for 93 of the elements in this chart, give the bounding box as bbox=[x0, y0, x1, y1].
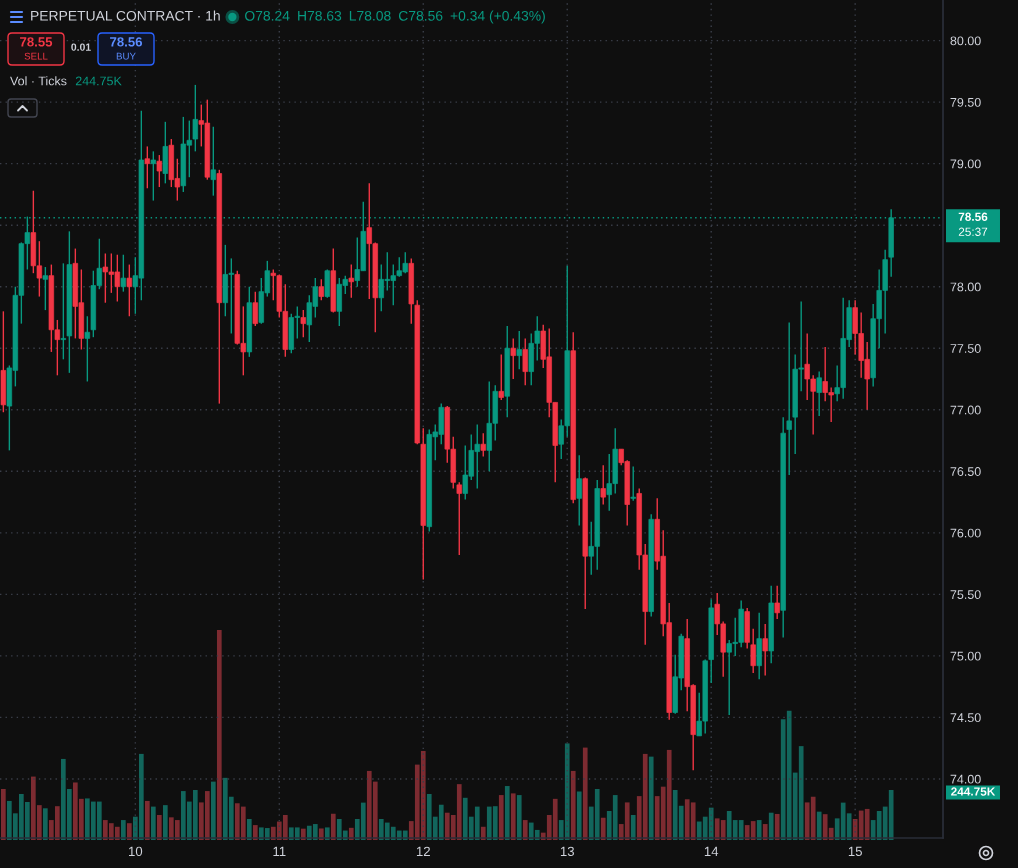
bar bbox=[510, 793, 516, 840]
bar bbox=[246, 819, 252, 840]
candlestick bbox=[630, 465, 636, 502]
candlestick bbox=[300, 309, 306, 338]
annotation: 78.56 bbox=[110, 37, 143, 47]
y-tick-label: 76.50 bbox=[950, 467, 981, 476]
candlestick bbox=[576, 454, 582, 527]
candlestick bbox=[126, 263, 133, 317]
candlestick bbox=[600, 464, 606, 506]
annotation: O78.24 bbox=[245, 10, 290, 21]
y-tick-label: 80.00 bbox=[950, 36, 981, 46]
candlestick bbox=[84, 315, 91, 383]
bar bbox=[630, 815, 636, 840]
candlestick bbox=[510, 337, 516, 380]
candlestick bbox=[522, 337, 528, 386]
bar bbox=[762, 824, 768, 840]
bar bbox=[576, 791, 582, 840]
bar bbox=[1, 788, 6, 840]
candlestick bbox=[252, 290, 258, 327]
bar bbox=[144, 800, 150, 840]
x-tick-label: 15 bbox=[848, 846, 862, 857]
bar bbox=[126, 823, 132, 840]
x-tick-label: 13 bbox=[560, 846, 574, 857]
y-tick-label: 75.00 bbox=[950, 651, 981, 661]
y-tick-label: 79.50 bbox=[950, 97, 981, 107]
bar bbox=[318, 828, 324, 840]
annotation: C78.56 bbox=[398, 10, 443, 21]
annotation: BUY bbox=[116, 52, 136, 60]
x-tick-label: 14 bbox=[704, 846, 719, 856]
bar bbox=[522, 820, 528, 840]
text: 25:37 bbox=[958, 227, 988, 236]
candlestick bbox=[762, 623, 768, 677]
bar bbox=[648, 756, 654, 840]
bar bbox=[252, 825, 258, 840]
candlestick bbox=[60, 262, 67, 361]
bar bbox=[150, 806, 156, 840]
candlestick bbox=[156, 154, 163, 188]
bar bbox=[582, 747, 588, 840]
bar bbox=[504, 786, 510, 840]
candlestick bbox=[786, 321, 792, 476]
candlestick bbox=[42, 266, 49, 311]
candlestick bbox=[318, 278, 324, 301]
bar bbox=[756, 820, 762, 840]
annotation: SELL bbox=[24, 52, 48, 60]
y-tick-label: 76.00 bbox=[950, 528, 981, 538]
bar bbox=[816, 811, 822, 840]
bar bbox=[600, 817, 606, 840]
annotation: 0.01 bbox=[71, 43, 91, 51]
candlestick bbox=[516, 330, 522, 370]
y-tick-label: 74.50 bbox=[950, 713, 981, 723]
annotation: L78.08 bbox=[349, 10, 391, 21]
annotation: H78.63 bbox=[298, 10, 342, 21]
bar bbox=[162, 805, 168, 840]
candlestick bbox=[456, 481, 462, 556]
y-tick-label: 78.00 bbox=[950, 282, 981, 292]
bar bbox=[768, 812, 774, 840]
candlestick bbox=[120, 254, 127, 293]
candlestick bbox=[192, 84, 199, 153]
bar bbox=[324, 827, 330, 840]
bar bbox=[774, 813, 780, 840]
bar bbox=[210, 781, 216, 840]
x-tick-label: 10 bbox=[129, 846, 143, 857]
bar bbox=[120, 820, 126, 840]
bar bbox=[570, 770, 576, 840]
annotation: 78.55 bbox=[20, 37, 53, 47]
candlestick bbox=[816, 370, 822, 417]
candlestick bbox=[150, 150, 157, 202]
y-tick-label: 75.50 bbox=[950, 590, 981, 599]
ref-line-label: 78.56 bbox=[958, 212, 988, 221]
y-tick-label: 74.00 bbox=[950, 774, 981, 784]
candlestick bbox=[498, 353, 504, 401]
y-tick-label: 79.00 bbox=[950, 159, 981, 169]
candlestick bbox=[210, 126, 217, 197]
text: PERPETUAL CONTRACT · 1h bbox=[31, 10, 220, 21]
y-tick-label: 77.50 bbox=[950, 344, 981, 353]
bar bbox=[216, 630, 222, 840]
annotation: 244.75K bbox=[75, 76, 122, 86]
bar bbox=[330, 813, 336, 840]
bar bbox=[498, 795, 504, 840]
candlestick bbox=[774, 585, 780, 620]
candlestick bbox=[750, 628, 756, 674]
text: 244.75K bbox=[951, 787, 996, 796]
x-tick-label: 11 bbox=[273, 846, 286, 856]
candlestick bbox=[480, 432, 486, 458]
bar bbox=[516, 795, 522, 840]
candlestick bbox=[348, 263, 354, 299]
annotation: +0.34 (+0.43%) bbox=[450, 10, 545, 24]
y-tick-label: 77.00 bbox=[950, 405, 981, 415]
chart-title: Vol · Ticks bbox=[10, 76, 67, 86]
bar bbox=[156, 815, 162, 840]
x-tick-label: 12 bbox=[416, 846, 430, 856]
bar bbox=[43, 808, 48, 840]
candlestick bbox=[144, 145, 151, 189]
